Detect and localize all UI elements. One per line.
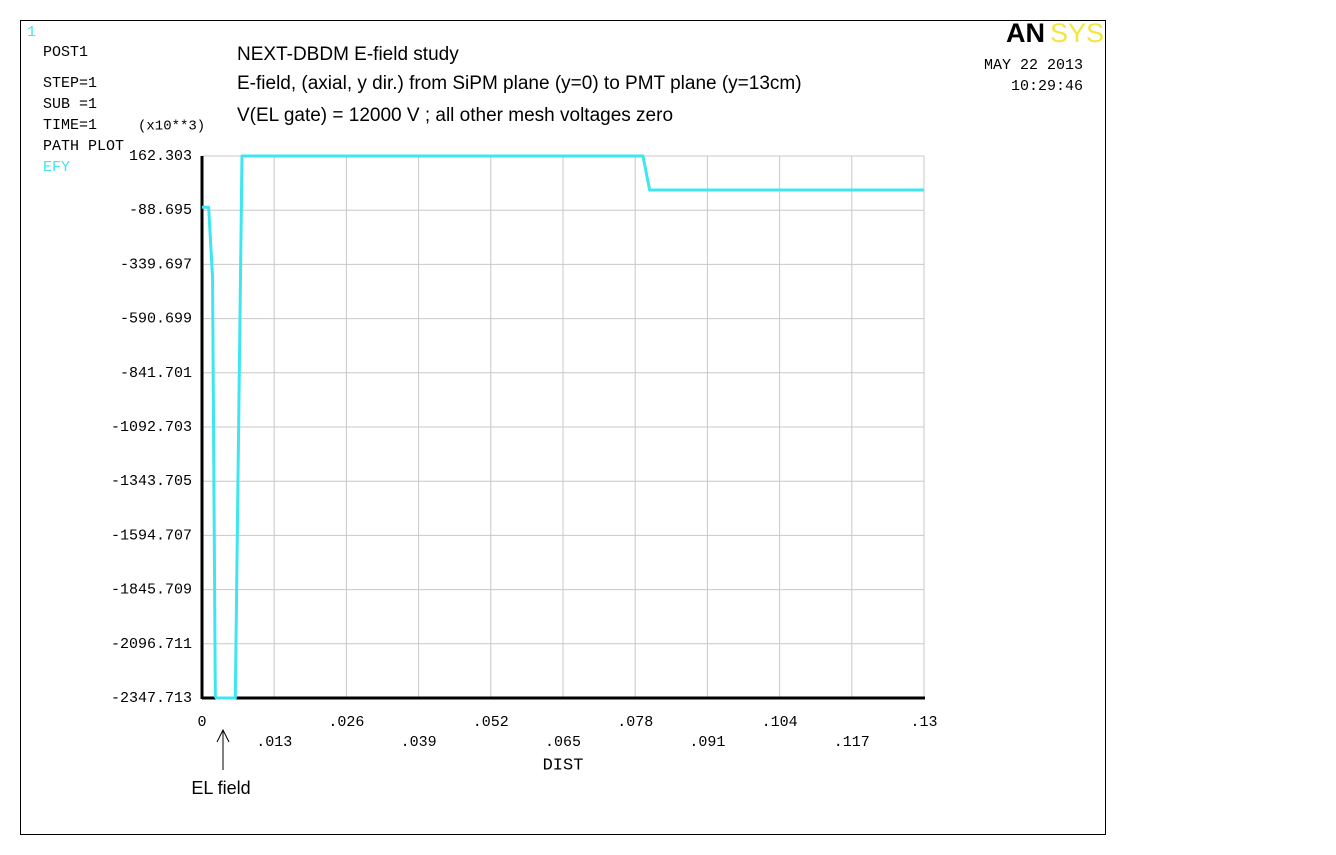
x-tick-label: .13: [910, 714, 937, 731]
y-tick-label: -2347.713: [111, 690, 192, 707]
y-tick-label: -1092.703: [111, 419, 192, 436]
x-tick-label: .026: [328, 714, 364, 731]
frame: [20, 20, 1106, 835]
window-number: 1: [27, 24, 36, 41]
x-tick-label: .039: [401, 734, 437, 751]
legend-entry: EFY: [43, 159, 70, 176]
info: STEP=1: [43, 75, 97, 92]
y-tick-label: -590.699: [120, 311, 192, 328]
data-line: [202, 154, 924, 700]
y-tick-label: -339.697: [120, 256, 192, 273]
chart-subtitle: E-field, (axial, y dir.) from SiPM plane…: [237, 73, 802, 94]
y-tick-label: -841.701: [120, 365, 192, 382]
info: PATH PLOT: [43, 138, 124, 155]
y-tick-label: -2096.711: [111, 636, 192, 653]
x-tick-label: .117: [834, 734, 870, 751]
x-tick-label: .104: [762, 714, 798, 731]
logo-right: SYS: [1050, 18, 1104, 48]
x-tick-label: 0: [197, 714, 206, 731]
logo-left: AN: [1006, 18, 1045, 48]
x-tick-label: .091: [689, 734, 725, 751]
info: SUB =1: [43, 96, 97, 113]
time: 10:29:46: [1011, 78, 1083, 95]
info: TIME=1: [43, 117, 97, 134]
y-tick-label: -1343.705: [111, 473, 192, 490]
y-tick-label: -88.695: [129, 202, 192, 219]
chart-subtitle: V(EL gate) = 12000 V ; all other mesh vo…: [237, 105, 673, 126]
chart-title: NEXT-DBDM E-field study: [237, 44, 459, 65]
y-tick-label: -1845.709: [111, 582, 192, 599]
date: MAY 22 2013: [984, 57, 1083, 74]
x-tick-label: .052: [473, 714, 509, 731]
x-tick-label: .013: [256, 734, 292, 751]
annotation-arrowhead: [216, 728, 230, 743]
x-tick-label: .065: [545, 734, 581, 751]
y-tick-label: 162.303: [129, 148, 192, 165]
info: POST1: [43, 44, 88, 61]
y-tick-label: -1594.707: [111, 527, 192, 544]
x-axis-label: DIST: [543, 756, 584, 775]
y-multiplier: (x10**3): [138, 119, 205, 135]
annotation: EL field: [191, 778, 250, 798]
x-tick-label: .078: [617, 714, 653, 731]
